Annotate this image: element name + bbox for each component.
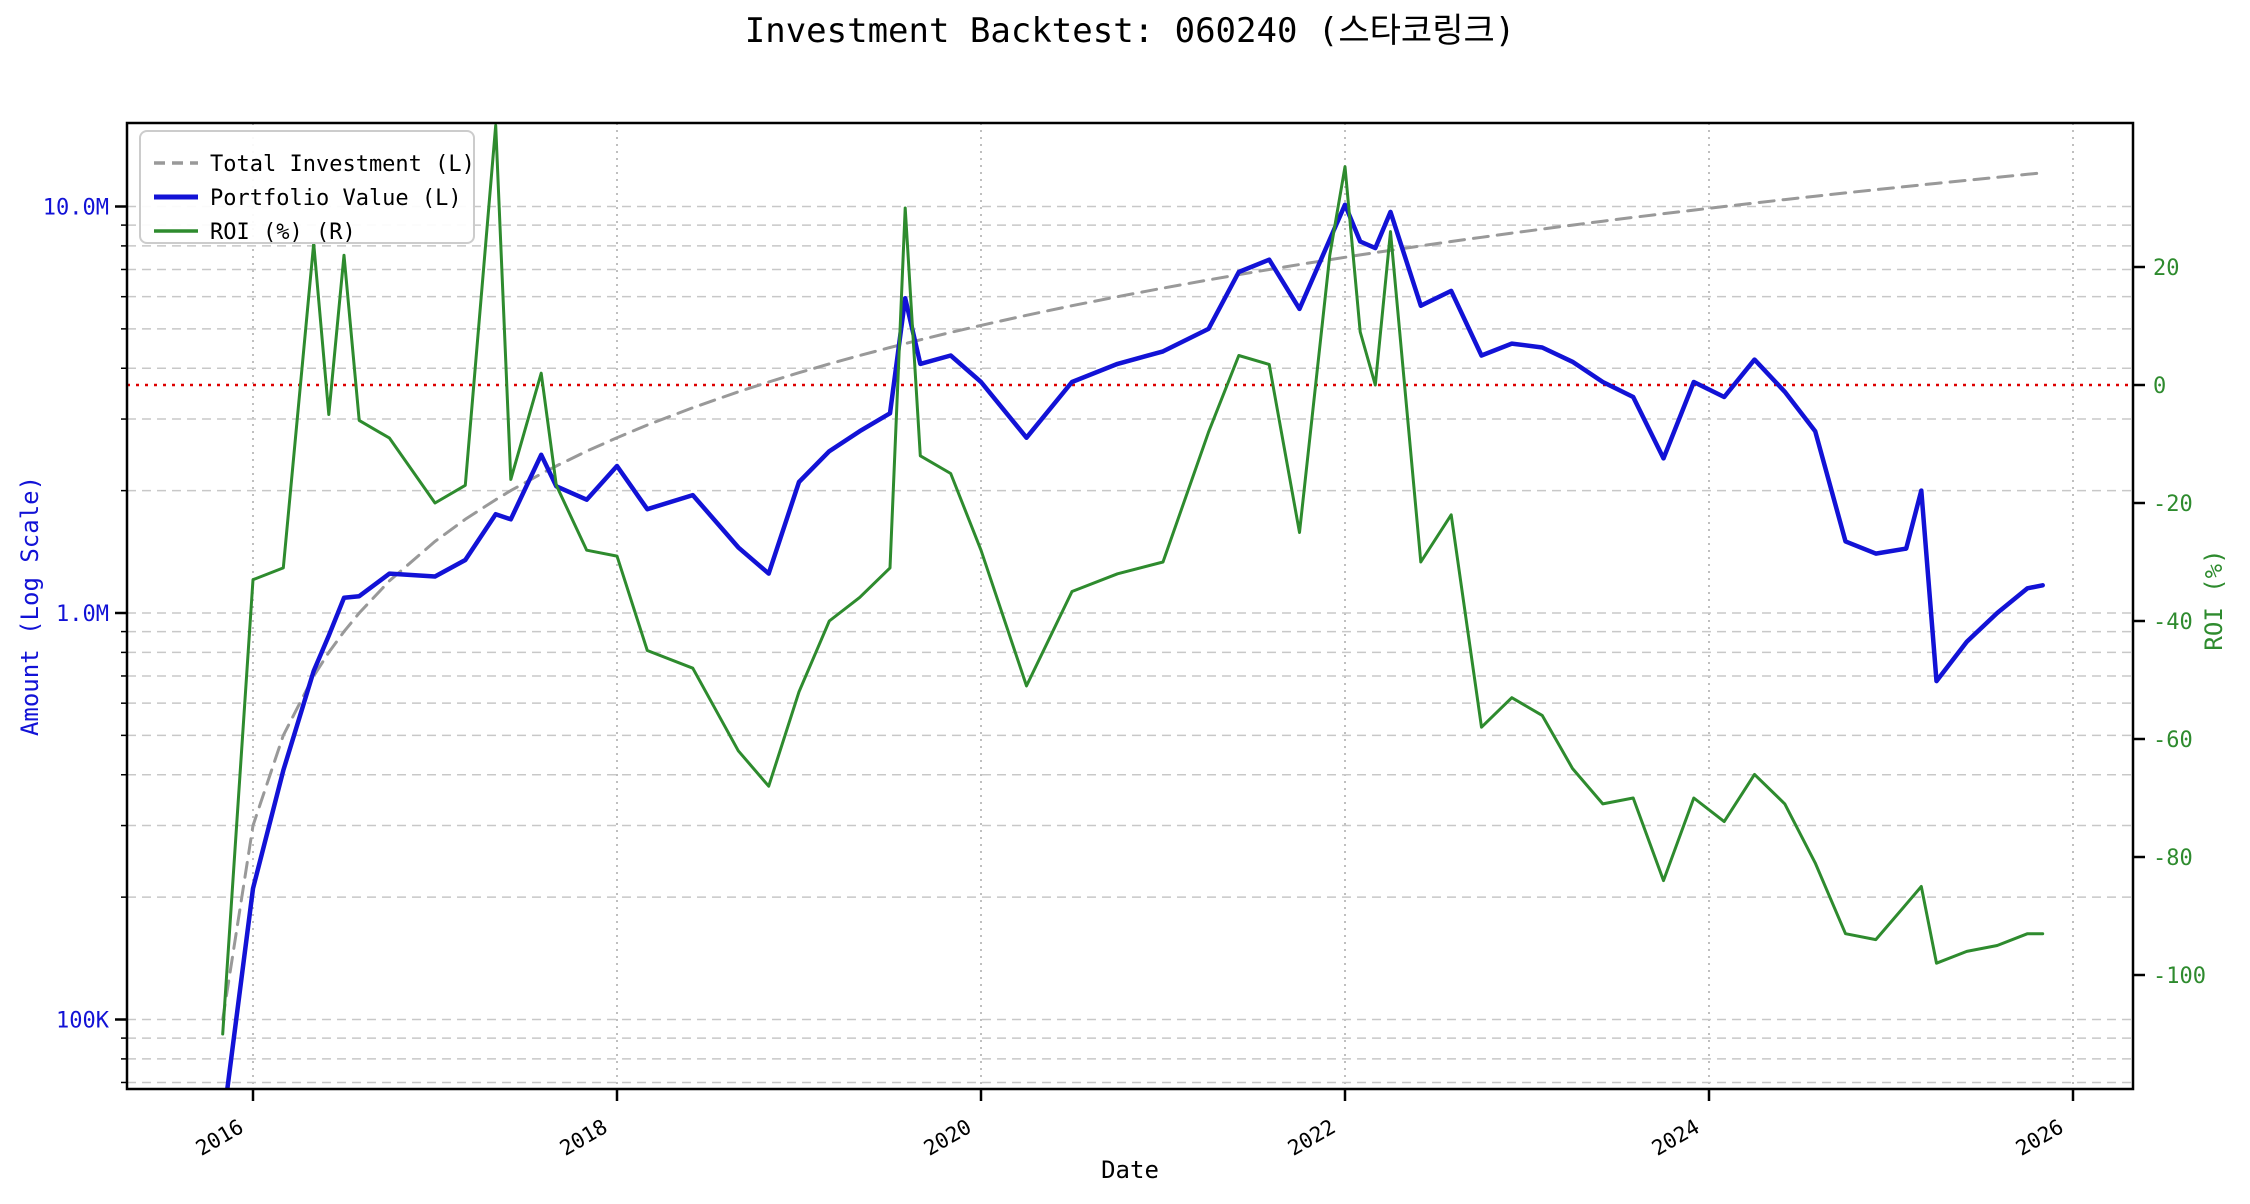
axis-tick-labels: 2016 2018 2020 2022 2024 2026 100K 1.0M 10.0M 20 0… [43,196,2206,1161]
y-right-tick-label: 0 [2153,374,2166,399]
legend-label-total_investment: Total Investment (L) [210,152,475,177]
plot-border [125,121,2135,1091]
y-right-tick-label: -20 [2153,492,2193,517]
y-right-tick-label: -100 [2153,964,2206,989]
y-right-tick-label: -40 [2153,610,2193,635]
series-line-portfolio_value [225,202,2045,1089]
legend-label-roi: ROI (%) (R) [210,220,356,245]
legend-box [139,130,475,244]
y-right-tick-label: 20 [2153,256,2180,281]
x-tick-label: 2020 [920,1115,976,1161]
axis-ticks [115,205,2145,1101]
legend: Total Investment (L) Portfolio Value (L) R… [139,130,475,245]
x-axis-label: Date [1101,1156,1159,1184]
series-line-roi [221,123,2045,1036]
x-tick-label: 2022 [1284,1115,1340,1161]
series-line-total_investment [221,171,2045,1021]
chart-title: Investment Backtest: 060240 (스타코링크) [745,11,1516,51]
x-tick-label: 2016 [192,1115,248,1161]
x-tick-label: 2026 [2012,1115,2068,1161]
legend-label-portfolio_value: Portfolio Value (L) [210,186,462,211]
data-series [127,123,2133,1089]
y-left-tick-label: 10.0M [43,196,109,221]
y-right-tick-label: -60 [2153,728,2193,753]
y-left-tick-label: 1.0M [56,602,109,627]
grid-lines [127,123,2133,1089]
y-left-tick-label: 100K [56,1009,110,1034]
x-tick-label: 2018 [556,1115,612,1161]
y-axis-label-left: Amount (Log Scale) [16,476,44,736]
x-tick-label: 2024 [1648,1115,1704,1161]
y-right-tick-label: -80 [2153,846,2193,871]
y-axis-label-right: ROI (%) [2200,549,2228,650]
